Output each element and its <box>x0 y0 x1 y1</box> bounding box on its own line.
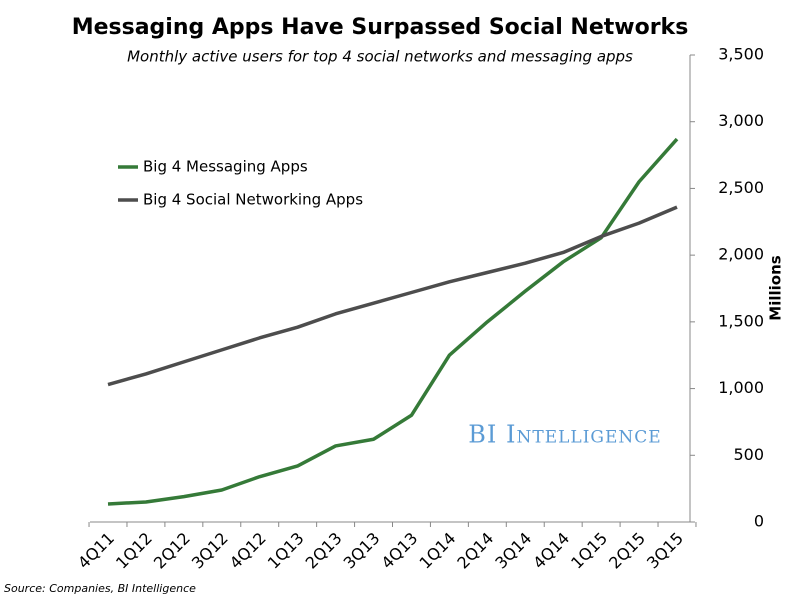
y-tick-label: 1,000 <box>718 378 764 397</box>
watermark: BI Intelligence <box>468 421 661 449</box>
x-tick-label: 4Q11 <box>74 529 118 573</box>
y-axis-label: Millions <box>767 255 785 320</box>
x-tick-label: 2Q15 <box>605 529 649 573</box>
source-note: Source: Companies, BI Intelligence <box>4 582 196 595</box>
x-tick-label: 4Q12 <box>226 529 270 573</box>
x-tick-label: 3Q12 <box>188 529 232 573</box>
x-tick-label: 1Q13 <box>264 529 308 573</box>
x-tick-label: 1Q14 <box>415 529 459 573</box>
y-tick-label: 0 <box>754 512 764 531</box>
x-tick-label: 1Q15 <box>567 529 611 573</box>
x-tick-label: 3Q14 <box>491 529 535 573</box>
x-tick-label: 3Q15 <box>643 529 687 573</box>
legend-label: Big 4 Social Networking Apps <box>143 191 363 209</box>
series-line <box>107 137 679 506</box>
x-tick-label: 3Q13 <box>340 529 384 573</box>
x-tick-label: 2Q13 <box>302 529 346 573</box>
chart-subtitle: Monthly active users for top 4 social ne… <box>127 48 633 66</box>
y-tick-label: 2,000 <box>718 245 764 264</box>
y-tick-label: 1,500 <box>718 311 764 330</box>
x-tick-label: 2Q14 <box>453 529 497 573</box>
x-tick-label: 4Q14 <box>529 529 573 573</box>
y-tick-label: 500 <box>733 445 764 464</box>
legend-label: Big 4 Messaging Apps <box>143 158 308 176</box>
y-tick-label: 3,000 <box>718 111 764 130</box>
y-tick-label: 3,500 <box>718 45 764 64</box>
chart-title: Messaging Apps Have Surpassed Social Net… <box>72 15 689 40</box>
x-tick-label: 4Q13 <box>378 529 422 573</box>
x-tick-label: 2Q12 <box>150 529 194 573</box>
series-line <box>107 205 678 387</box>
x-tick-label: 1Q12 <box>112 529 156 573</box>
y-tick-label: 2,500 <box>718 178 764 197</box>
